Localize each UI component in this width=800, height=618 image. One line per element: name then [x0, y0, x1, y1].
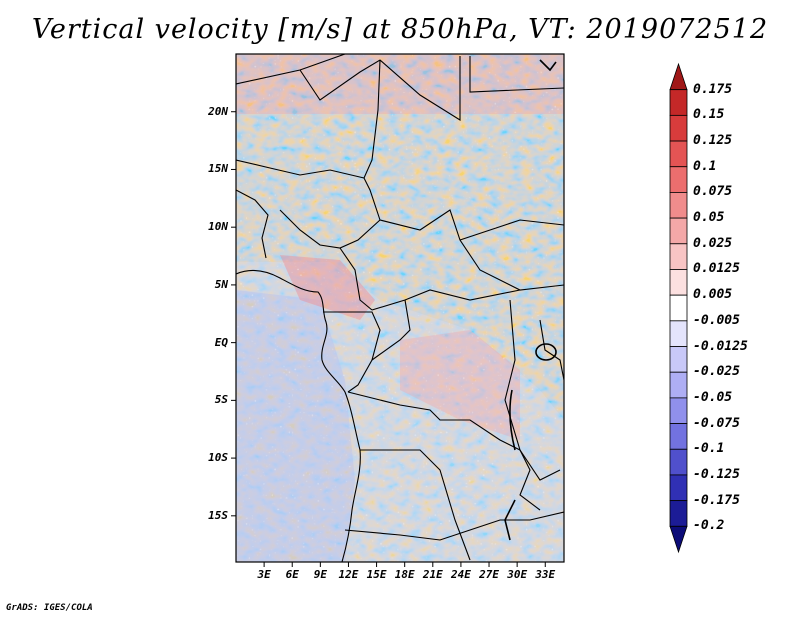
- colorbar-swatch: [669, 320, 688, 347]
- colorbar-label: -0.005: [693, 312, 740, 328]
- colorbar-swatch: [669, 423, 688, 450]
- lat-tick-label: 5S: [214, 393, 228, 407]
- lon-tick-label: 6E: [285, 568, 299, 581]
- lon-tick-label: 30E: [507, 568, 528, 581]
- colorbar-label: -0.175: [693, 492, 740, 508]
- colorbar-swatch: [669, 140, 688, 168]
- colorbar-label: 0.1: [693, 158, 717, 174]
- colorbar: [669, 62, 688, 554]
- colorbar-label: 0.175: [693, 81, 733, 97]
- lon-tick-label: 27E: [479, 568, 499, 581]
- colorbar-label: -0.125: [693, 466, 740, 482]
- coastline: [236, 269, 361, 562]
- lon-tick-label: 33E: [535, 568, 556, 581]
- lon-tick-label: 9E: [313, 568, 327, 581]
- lakes: [504, 59, 557, 541]
- colorbar-swatch: [669, 89, 688, 116]
- colorbar-swatch: [669, 62, 688, 91]
- colorbar-swatch: [669, 114, 688, 142]
- colorbar-swatch: [669, 166, 688, 193]
- colorbar-label: -0.0125: [693, 338, 748, 354]
- colorbar-swatch: [669, 371, 688, 399]
- colorbar-swatch: [669, 294, 688, 322]
- lon-tick-label: 3E: [257, 568, 271, 581]
- lat-tick-label: 5N: [214, 277, 228, 291]
- colorbar-label: 0.05: [693, 210, 725, 226]
- colorbar-label: 0.125: [693, 133, 733, 149]
- colorbar-swatch: [669, 397, 688, 424]
- lat-tick-label: 10S: [208, 451, 228, 465]
- colorbar-label: -0.2: [693, 518, 725, 534]
- colorbar-swatch: [669, 346, 688, 373]
- colorbar-swatch: [669, 474, 688, 502]
- map-frame: [235, 53, 565, 563]
- lat-tick-label: 15N: [208, 162, 228, 176]
- colorbar-swatch: [669, 500, 688, 527]
- longitude-ticks: [263, 562, 546, 567]
- grads-credit: GrADS: IGES/COLA: [6, 603, 93, 613]
- colorbar-label: 0.005: [693, 287, 733, 303]
- lat-tick-label: 10N: [208, 220, 228, 234]
- lat-tick-label: 20N: [208, 104, 228, 118]
- lat-tick-label: EQ: [214, 335, 228, 349]
- colorbar-label: -0.1: [693, 441, 725, 457]
- colorbar-swatch: [669, 448, 688, 476]
- colorbar-label: 0.0125: [693, 261, 740, 277]
- latitude-ticks: [231, 111, 236, 517]
- colorbar-label: -0.075: [693, 415, 740, 431]
- lon-tick-label: 18E: [394, 568, 415, 581]
- chart-title: Vertical velocity [m/s] at 850hPa, VT: 2…: [31, 14, 769, 45]
- colorbar-swatch: [669, 192, 688, 219]
- colorbar-swatch: [669, 525, 688, 554]
- colorbar-label: 0.075: [693, 184, 733, 200]
- colorbar-label: -0.05: [693, 389, 733, 405]
- country-borders: [236, 54, 564, 562]
- colorbar-label: 0.025: [693, 235, 733, 251]
- lon-tick-label: 15E: [366, 568, 387, 581]
- lon-tick-label: 24E: [450, 568, 471, 581]
- lon-tick-label: 12E: [338, 568, 359, 581]
- colorbar-label: -0.025: [693, 364, 740, 380]
- lon-tick-label: 21E: [422, 568, 443, 581]
- colorbar-swatch: [669, 217, 688, 245]
- colorbar-label: 0.15: [693, 107, 725, 123]
- colorbar-swatch: [669, 243, 688, 270]
- colorbar-swatch: [669, 269, 688, 296]
- lat-tick-label: 15S: [208, 508, 228, 522]
- velocity-field: [236, 54, 564, 562]
